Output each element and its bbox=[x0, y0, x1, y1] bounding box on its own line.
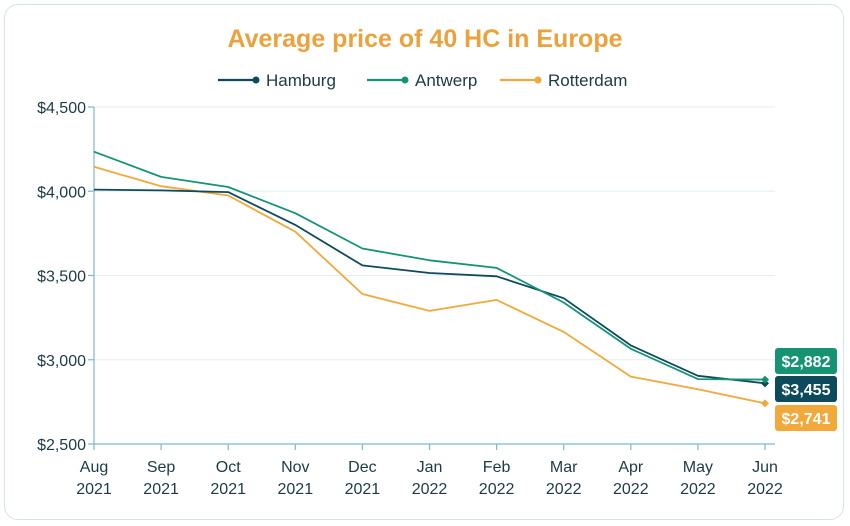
chart-legend: Hamburg Antwerp Rotterdam bbox=[218, 71, 627, 90]
legend-label-rotterdam: Rotterdam bbox=[548, 71, 627, 90]
x-tick-label: Aug bbox=[80, 459, 108, 476]
series-line-rotterdam bbox=[93, 165, 766, 405]
end-label-badge-rotterdam bbox=[775, 405, 837, 431]
x-tick-label: Dec bbox=[348, 459, 376, 476]
end-label-badge-hamburg bbox=[775, 376, 837, 402]
x-tick-label-year: 2021 bbox=[345, 481, 381, 498]
x-tick-label: Apr bbox=[618, 459, 644, 476]
x-tick-label-year: 2022 bbox=[412, 481, 448, 498]
x-tick-label-year: 2021 bbox=[143, 481, 179, 498]
legend-marker-hamburg bbox=[252, 76, 260, 84]
gridlines bbox=[94, 106, 775, 361]
series-line-hamburg bbox=[93, 188, 766, 385]
x-tick-label-year: 2021 bbox=[278, 481, 314, 498]
x-tick-label: Sep bbox=[147, 459, 176, 476]
x-axis-ticks: Aug 2021 Sep 2021 Oct 2021 Nov 2021 Dec 2021 Jan 20… bbox=[76, 444, 783, 498]
y-tick-label: $3,000 bbox=[37, 353, 86, 370]
end-point-rotterdam bbox=[761, 399, 769, 408]
x-tick-label: Mar bbox=[550, 459, 578, 476]
x-tick-label: Jun bbox=[752, 459, 778, 476]
x-tick-label: May bbox=[683, 459, 713, 476]
x-tick-label-year: 2021 bbox=[210, 481, 246, 498]
legend-marker-antwerp bbox=[401, 76, 409, 84]
x-tick-label: Feb bbox=[483, 459, 511, 476]
end-label-antwerp: $2,882 bbox=[782, 354, 831, 371]
series-lines bbox=[93, 150, 769, 408]
legend-label-hamburg: Hamburg bbox=[266, 71, 336, 90]
chart-title: Average price of 40 HC in Europe bbox=[227, 25, 622, 53]
end-label-rotterdam: $2,741 bbox=[782, 411, 831, 428]
x-tick-label-year: 2022 bbox=[613, 481, 649, 498]
y-axis-ticks: $2,500 $3,000 $3,500 $4,000 $4,500 bbox=[37, 100, 94, 454]
end-label-hamburg: $3,455 bbox=[782, 382, 831, 399]
legend-label-antwerp: Antwerp bbox=[415, 71, 477, 90]
x-tick-label: Jan bbox=[417, 459, 443, 476]
x-tick-label-year: 2021 bbox=[76, 481, 112, 498]
end-label-badge-antwerp bbox=[775, 348, 837, 374]
series-line-antwerp bbox=[93, 150, 766, 381]
x-tick-label-year: 2022 bbox=[479, 481, 515, 498]
x-tick-label: Nov bbox=[281, 459, 309, 476]
y-tick-label: $3,500 bbox=[37, 269, 86, 286]
x-tick-label-year: 2022 bbox=[546, 481, 582, 498]
x-tick-label-year: 2022 bbox=[680, 481, 716, 498]
y-tick-label: $4,500 bbox=[37, 100, 86, 117]
x-tick-label-year: 2022 bbox=[747, 481, 783, 498]
end-point-antwerp bbox=[761, 375, 769, 384]
end-value-labels: $2,882 $3,455 $2,741 bbox=[775, 348, 837, 431]
y-tick-label: $4,000 bbox=[37, 184, 86, 201]
chart-card bbox=[4, 4, 844, 520]
y-tick-label: $2,500 bbox=[37, 437, 86, 454]
legend-marker-rotterdam bbox=[534, 76, 542, 84]
x-tick-label: Oct bbox=[216, 459, 241, 476]
